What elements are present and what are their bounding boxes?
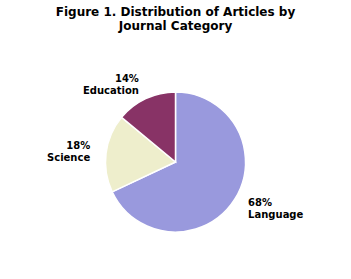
data-label-category: Science [47,152,90,163]
data-label-category: Language [248,209,303,220]
chart-title: Figure 1. Distribution of Articles byJou… [56,5,296,33]
data-label: 68%Language [248,197,303,220]
pie-slice [122,92,176,162]
data-label-category: Education [83,85,139,96]
chart-title-line: Journal Category [118,19,233,33]
data-label-value: 14% [115,73,139,84]
chart-svg: Figure 1. Distribution of Articles byJou… [0,0,351,279]
data-label-value: 18% [66,140,90,151]
chart-title-line: Figure 1. Distribution of Articles by [56,5,296,19]
data-label: 18%Science [47,140,90,163]
pie-group [105,92,245,232]
data-label-value: 68% [248,197,272,208]
data-label: 14%Education [83,73,139,96]
